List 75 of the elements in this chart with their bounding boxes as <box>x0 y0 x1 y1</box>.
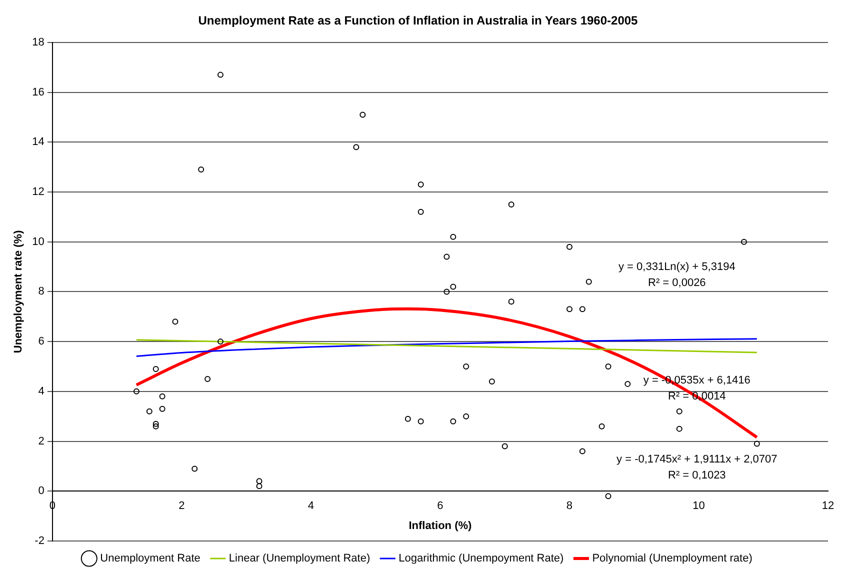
point <box>256 483 262 490</box>
point <box>159 393 166 400</box>
y-tick-label: 14 <box>32 136 44 148</box>
point <box>502 443 508 450</box>
point <box>217 72 224 78</box>
y-tick-label: 6 <box>38 336 44 348</box>
point <box>192 466 198 472</box>
point <box>624 380 631 387</box>
point <box>463 363 470 370</box>
point <box>579 448 586 454</box>
annotation: y = 0,331Ln(x) + 5,3194 <box>618 260 736 273</box>
legend-label: Polynomial (Unemployment rate) <box>592 552 752 565</box>
point <box>146 408 152 414</box>
y-tick-label: 0 <box>38 485 44 498</box>
chart-title: Unemployment Rate as a Function of Inflation in Australia in Years 1960-2005 <box>198 14 638 28</box>
x-tick-label: 10 <box>692 500 705 512</box>
point <box>404 416 411 422</box>
y-tick-label: 12 <box>32 186 44 198</box>
point <box>566 244 572 250</box>
point <box>754 440 760 447</box>
point <box>159 406 166 412</box>
point <box>204 376 211 382</box>
point <box>360 112 366 118</box>
point <box>676 408 682 414</box>
point <box>463 413 470 420</box>
x-tick-label: 12 <box>822 500 834 512</box>
point <box>488 378 495 384</box>
point <box>152 420 159 427</box>
point <box>676 426 682 432</box>
line-series <box>136 338 758 358</box>
x-axis-title: Inflation (%) <box>408 520 472 532</box>
y-tick-label: 2 <box>38 435 44 448</box>
point <box>172 318 178 325</box>
y-tick-label: 18 <box>32 36 44 48</box>
point <box>152 366 159 372</box>
x-tick-label: 8 <box>566 500 573 512</box>
point <box>353 144 360 150</box>
point <box>256 478 262 484</box>
point <box>598 423 605 430</box>
legend-label: Logarithmic (Unempoyment Rate) <box>398 552 564 565</box>
point <box>133 388 140 394</box>
point <box>740 238 747 245</box>
point <box>152 423 159 430</box>
point <box>450 418 456 424</box>
y-tick-label: 4 <box>38 385 44 398</box>
y-axis-title: Unemployment rate (%) <box>12 230 25 354</box>
x-tick-label: 6 <box>437 500 444 512</box>
point <box>444 288 450 295</box>
legend-label: Unemployment Rate <box>100 552 200 565</box>
point <box>508 201 514 208</box>
point <box>579 306 586 312</box>
point <box>566 306 572 312</box>
point <box>444 254 450 260</box>
point <box>605 363 612 370</box>
y-tick-label: -2 <box>34 535 44 548</box>
point <box>198 166 204 173</box>
line-series <box>134 307 758 439</box>
x-tick-label: 4 <box>308 500 314 512</box>
point <box>605 493 612 500</box>
point <box>217 338 224 345</box>
annotation: R² = 0,0026 <box>648 276 706 289</box>
legend-label: Linear (Unemployment Rate) <box>228 552 370 565</box>
point <box>450 234 456 240</box>
point <box>508 298 514 305</box>
point <box>418 182 424 188</box>
point <box>418 418 424 424</box>
y-tick-label: 10 <box>32 236 44 248</box>
point <box>586 278 592 285</box>
annotation: y = -0,1745x² + 1,9111x + 2,0707 <box>616 453 778 466</box>
point <box>450 284 456 290</box>
y-tick-label: 16 <box>32 86 44 98</box>
point <box>418 208 424 215</box>
annotation: R² = 0,1023 <box>668 469 726 482</box>
x-tick-label: 2 <box>178 500 185 512</box>
y-tick-label: 8 <box>38 286 44 298</box>
